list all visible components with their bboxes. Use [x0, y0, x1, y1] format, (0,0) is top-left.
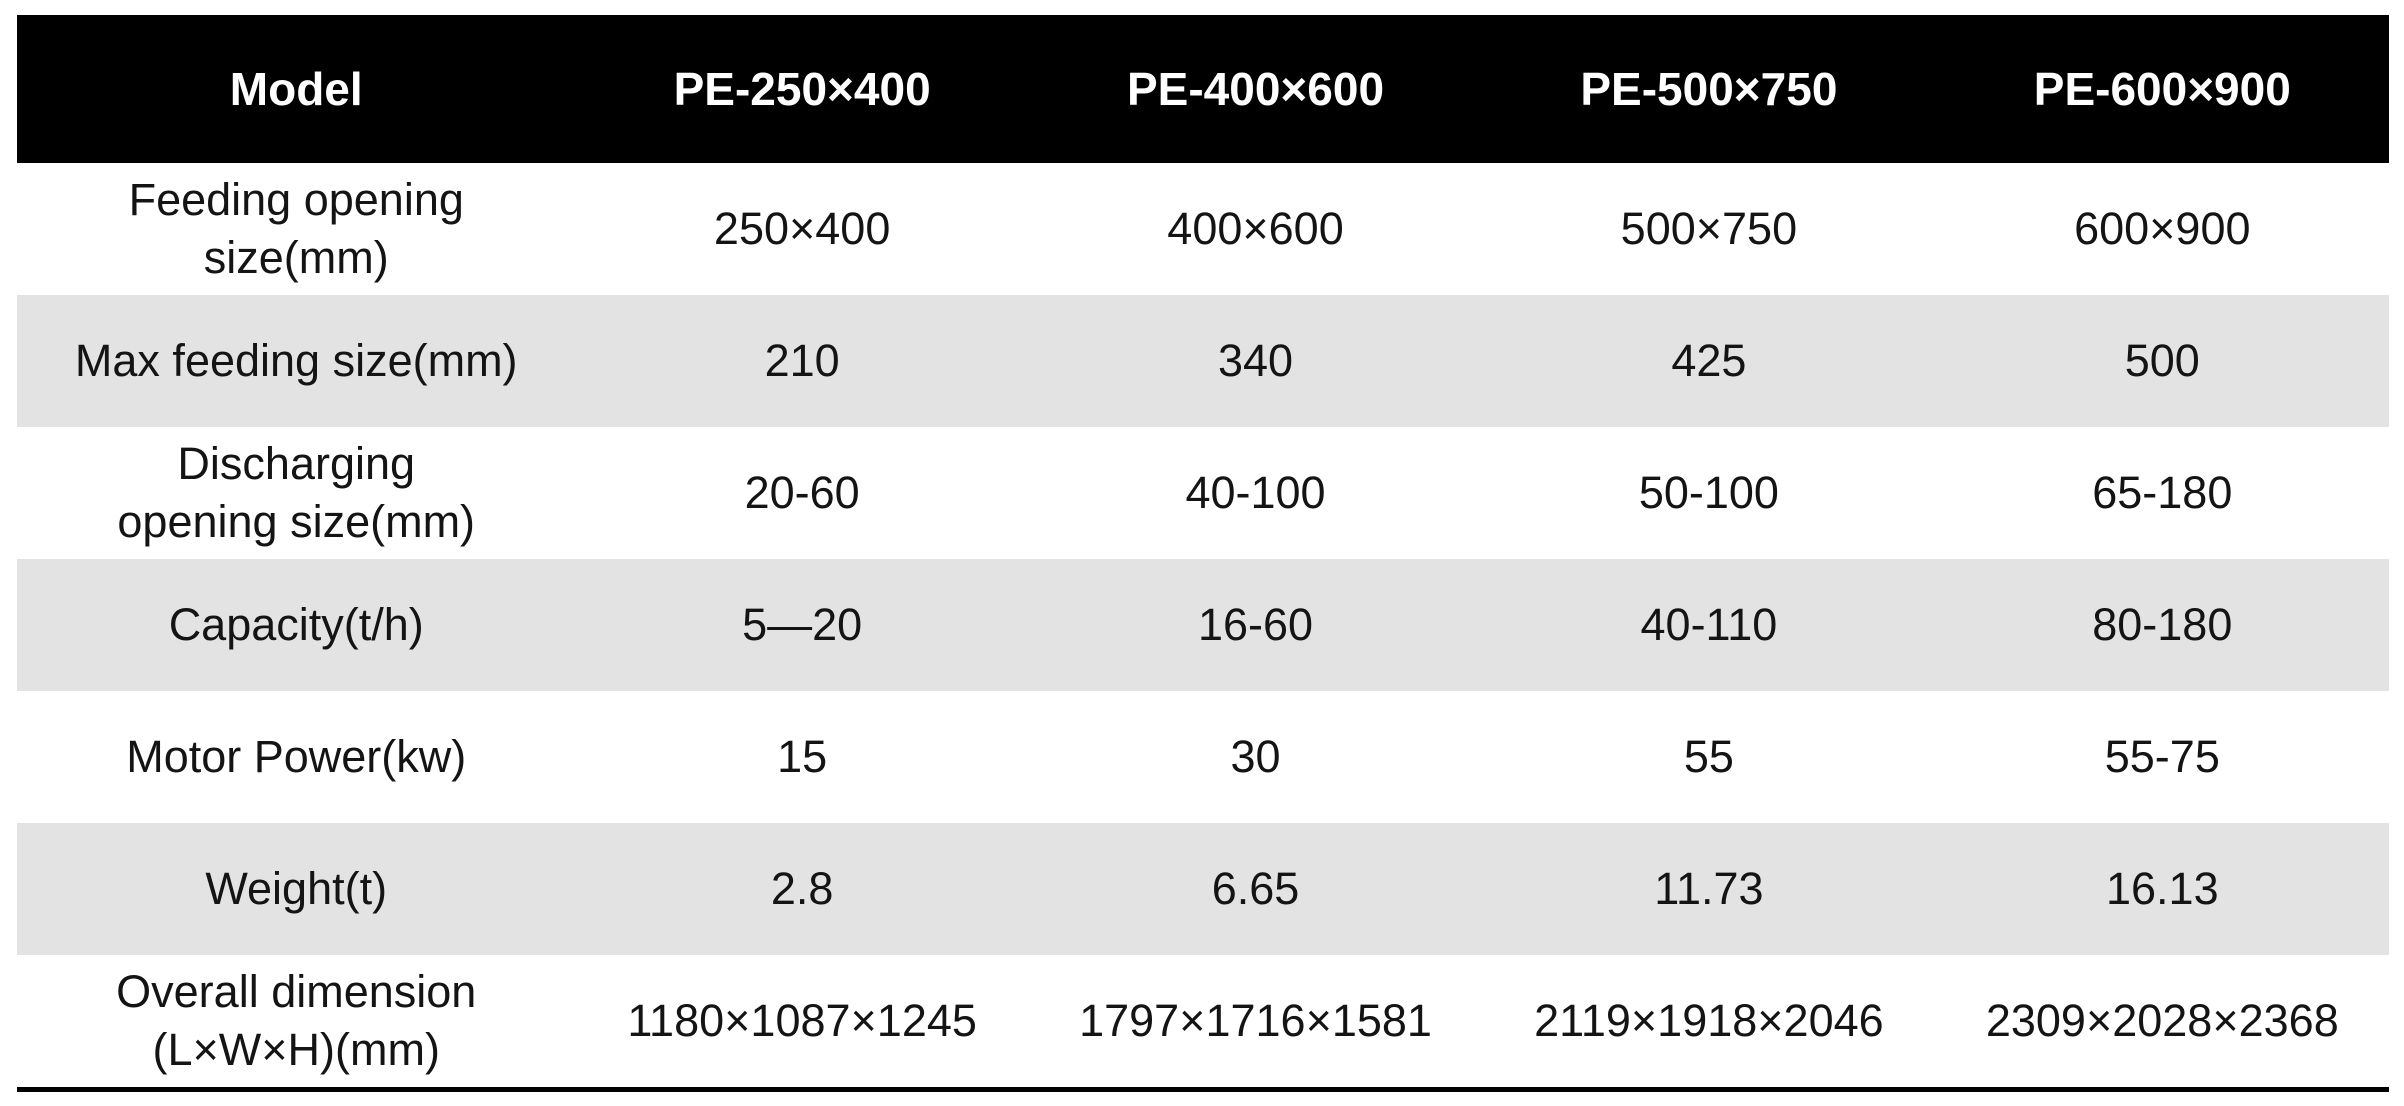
- row-label: Weight(t): [17, 823, 576, 955]
- cell-value: 1180×1087×1245: [575, 955, 1029, 1090]
- cell-value: 2309×2028×2368: [1935, 955, 2389, 1090]
- cell-value: 55-75: [1935, 691, 2389, 823]
- table-row: Motor Power(kw) 15 30 55 55-75: [17, 691, 2389, 823]
- cell-value: 2119×1918×2046: [1482, 955, 1936, 1090]
- table-row: Feeding opening size(mm) 250×400 400×600 50…: [17, 163, 2389, 295]
- table-row: Weight(t) 2.8 6.65 11.73 16.13: [17, 823, 2389, 955]
- row-label: Motor Power(kw): [17, 691, 576, 823]
- column-header-pe-500x750: PE-500×750: [1482, 15, 1936, 163]
- cell-value: 210: [575, 295, 1029, 427]
- column-header-pe-250x400: PE-250×400: [575, 15, 1029, 163]
- table-row: Overall dimension (L×W×H)(mm) 1180×1087×1…: [17, 955, 2389, 1090]
- cell-value: 600×900: [1935, 163, 2389, 295]
- cell-value: 15: [575, 691, 1029, 823]
- cell-value: 340: [1028, 295, 1483, 427]
- cell-value: 500: [1935, 295, 2389, 427]
- table-row: Max feeding size(mm) 210 340 425 500: [17, 295, 2389, 427]
- cell-value: 6.65: [1028, 823, 1483, 955]
- cell-value: 80-180: [1935, 559, 2389, 691]
- row-label: Capacity(t/h): [17, 559, 576, 691]
- column-header-pe-600x900: PE-600×900: [1935, 15, 2389, 163]
- row-label: Feeding opening size(mm): [17, 163, 576, 295]
- cell-value: 1797×1716×1581: [1028, 955, 1483, 1090]
- cell-value: 5—20: [575, 559, 1029, 691]
- cell-value: 250×400: [575, 163, 1029, 295]
- cell-value: 425: [1482, 295, 1936, 427]
- cell-value: 500×750: [1482, 163, 1936, 295]
- cell-value: 20-60: [575, 427, 1029, 559]
- cell-value: 65-180: [1935, 427, 2389, 559]
- cell-value: 2.8: [575, 823, 1029, 955]
- specification-table: Model PE-250×400 PE-400×600 PE-500×750 P…: [17, 15, 2389, 1092]
- cell-value: 50-100: [1482, 427, 1936, 559]
- column-header-pe-400x600: PE-400×600: [1028, 15, 1483, 163]
- table-body: Feeding opening size(mm) 250×400 400×600 50…: [17, 163, 2389, 1090]
- table-row: Capacity(t/h) 5—20 16-60 40-110 80-180: [17, 559, 2389, 691]
- row-label: Discharging opening size(mm): [17, 427, 576, 559]
- cell-value: 11.73: [1482, 823, 1936, 955]
- cell-value: 40-110: [1482, 559, 1936, 691]
- cell-value: 16-60: [1028, 559, 1483, 691]
- cell-value: 400×600: [1028, 163, 1483, 295]
- cell-value: 40-100: [1028, 427, 1483, 559]
- cell-value: 16.13: [1935, 823, 2389, 955]
- cell-value: 30: [1028, 691, 1483, 823]
- row-label: Max feeding size(mm): [17, 295, 576, 427]
- cell-value: 55: [1482, 691, 1936, 823]
- table-row: Discharging opening size(mm) 20-60 40-100 5…: [17, 427, 2389, 559]
- row-label: Overall dimension (L×W×H)(mm): [17, 955, 576, 1090]
- table-header-row: Model PE-250×400 PE-400×600 PE-500×750 P…: [17, 15, 2389, 163]
- column-header-model: Model: [17, 15, 576, 163]
